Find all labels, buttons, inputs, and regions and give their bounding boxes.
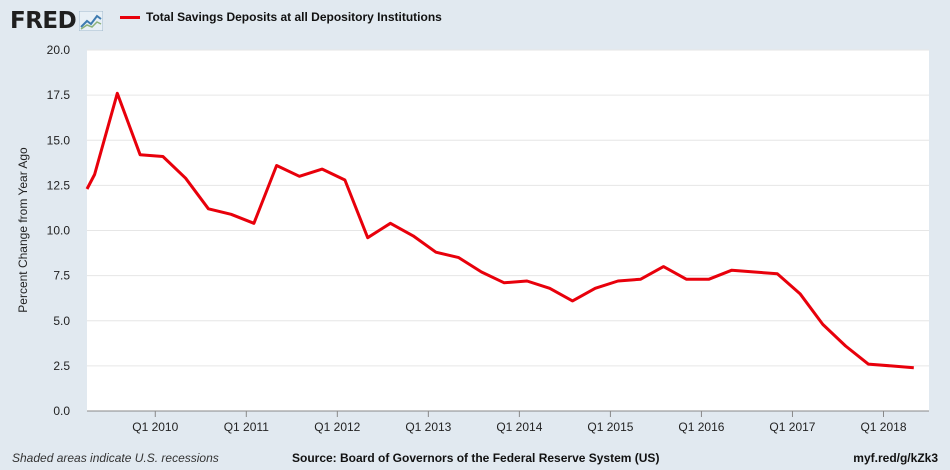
y-axis-label: Percent Change from Year Ago	[16, 147, 30, 313]
y-tick-labels: 0.0 2.5 5.0 7.5 10.0 12.5 15.0 17.5 20.0	[47, 43, 71, 418]
y-tick-label: 5.0	[53, 314, 70, 328]
y-tick-label: 10.0	[47, 224, 71, 238]
x-tick-label: Q1 2014	[496, 420, 542, 434]
y-tick-label: 7.5	[53, 269, 70, 283]
legend-swatch	[120, 15, 140, 19]
fred-logo-text: FRED	[10, 8, 77, 34]
y-tick-label: 2.5	[53, 359, 70, 373]
line-chart-icon	[79, 11, 104, 31]
x-tick-label: Q1 2015	[587, 420, 633, 434]
chart-header: FRED Total Savings Deposits at all Depos…	[0, 0, 950, 40]
x-tick-label: Q1 2012	[314, 420, 360, 434]
y-tick-label: 12.5	[47, 178, 71, 192]
x-tick-label: Q1 2010	[132, 420, 178, 434]
y-tick-label: 0.0	[53, 404, 70, 418]
recession-note: Shaded areas indicate U.S. recessions	[12, 451, 219, 465]
source-text: Source: Board of Governors of the Federa…	[292, 451, 660, 465]
data-series	[85, 91, 914, 370]
x-tick-label: Q1 2017	[769, 420, 815, 434]
x-tick-label: Q1 2013	[405, 420, 451, 434]
y-tick-label: 15.0	[47, 133, 71, 147]
x-tick-label: Q1 2018	[860, 420, 906, 434]
y-tick-label: 17.5	[47, 88, 71, 102]
gridlines	[87, 49, 929, 367]
x-tick-label: Q1 2011	[224, 420, 269, 434]
x-tick-labels: Q1 2010 Q1 2011 Q1 2012 Q1 2013 Q1 2014 Q1 20…	[132, 411, 907, 434]
y-tick-label: 20.0	[47, 43, 71, 57]
short-link[interactable]: myf.red/g/kZk3	[853, 451, 938, 465]
series-line[interactable]	[85, 91, 914, 370]
x-tick-label: Q1 2016	[678, 420, 724, 434]
fred-logo[interactable]: FRED	[10, 7, 104, 35]
chart-legend[interactable]: Total Savings Deposits at all Depository…	[120, 10, 442, 24]
legend-label: Total Savings Deposits at all Depository…	[146, 10, 442, 24]
